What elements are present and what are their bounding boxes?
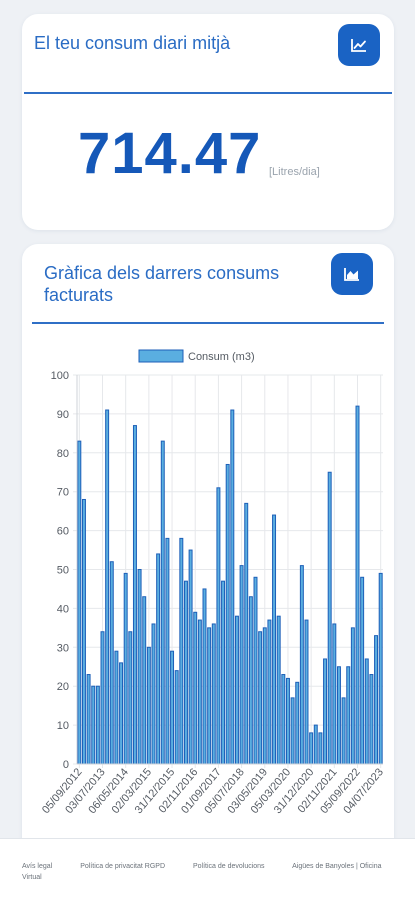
bar (174, 670, 179, 765)
footer-link-returns[interactable]: Política de devolucions (192, 863, 265, 870)
bar (179, 537, 184, 765)
bar (285, 677, 290, 765)
footer-link-office[interactable]: Aigües de Banyoles | Oficina Virtual (22, 863, 382, 881)
bar (225, 463, 230, 765)
area-chart-icon (344, 268, 359, 281)
y-tick-label: 70 (57, 487, 69, 499)
bar (290, 697, 295, 765)
y-tick-label: 50 (57, 565, 69, 577)
bar (183, 580, 188, 765)
bar (327, 471, 332, 765)
y-tick-label: 0 (63, 759, 69, 771)
bar (230, 409, 235, 765)
bar (211, 623, 216, 765)
y-tick-label: 20 (57, 681, 69, 693)
bar (258, 631, 263, 765)
bar (299, 565, 304, 765)
area-chart-button[interactable] (331, 253, 373, 295)
card-divider (24, 92, 392, 94)
y-tick-label: 90 (57, 409, 69, 421)
average-consumption-title: El teu consum diari mitjà (34, 33, 231, 53)
bar (369, 674, 374, 765)
bar (119, 662, 124, 765)
y-tick-label: 80 (57, 448, 69, 460)
bar (313, 724, 318, 765)
y-tick-label: 30 (57, 642, 69, 654)
bar (142, 596, 147, 765)
bar (193, 611, 198, 765)
bar (188, 549, 193, 765)
bar (100, 631, 105, 765)
bar (114, 650, 119, 765)
bar (81, 498, 86, 765)
bar (318, 732, 323, 765)
bar (309, 732, 314, 765)
bar (374, 635, 379, 765)
bar (336, 666, 341, 765)
average-consumption-card: El teu consum diari mitjà 714.47 [Litres… (22, 14, 394, 230)
average-consumption-value: 714.47 (78, 121, 262, 186)
bar (281, 674, 286, 765)
legend-swatch (138, 349, 184, 363)
y-tick-label: 60 (57, 526, 69, 538)
bar (132, 425, 137, 765)
line-chart-icon (351, 39, 366, 52)
bar (364, 658, 369, 765)
footer-link-legal[interactable]: Avís legal (22, 863, 53, 870)
footer-link-privacy[interactable]: Política de privacitat RGPD (80, 863, 165, 870)
bar (239, 565, 244, 765)
bar (267, 619, 272, 765)
bar (378, 572, 383, 765)
consumption-chart-title: Gràfica dels darrers consums facturats (44, 263, 280, 305)
bar (332, 623, 337, 765)
bar (86, 674, 91, 765)
bar (151, 623, 156, 765)
card-divider (32, 322, 384, 324)
bar (276, 615, 281, 765)
bar (341, 697, 346, 765)
bar (346, 666, 351, 765)
bar (360, 576, 365, 765)
y-tick-label: 10 (57, 720, 69, 732)
bar (207, 627, 212, 765)
bar (216, 487, 221, 765)
consumption-bar-chart: 010203040506070809010005/09/201203/07/20… (40, 349, 386, 816)
bar (350, 627, 355, 765)
bar (165, 537, 170, 765)
y-tick-label: 100 (51, 370, 69, 382)
bar (128, 631, 133, 765)
bar (202, 588, 207, 765)
bar (170, 650, 175, 765)
footer-links: Avís legal Política de privacitat RGPD P… (22, 861, 382, 883)
bar (95, 685, 100, 765)
bar (91, 685, 96, 765)
bar (244, 502, 249, 765)
bar (295, 681, 300, 765)
bar (77, 440, 82, 765)
bar (146, 646, 151, 765)
legend-label: Consum (m3) (188, 351, 255, 363)
bar (105, 409, 110, 765)
bar (253, 576, 258, 765)
bar (234, 615, 239, 765)
line-chart-button[interactable] (338, 24, 380, 66)
bar (123, 572, 128, 765)
bar (304, 619, 309, 765)
bar (109, 561, 114, 765)
bar (262, 627, 267, 765)
footer: Avís legal Política de privacitat RGPD P… (0, 838, 415, 900)
bar (323, 658, 328, 765)
average-consumption-unit: [Litres/dia] (269, 166, 320, 178)
bar (248, 596, 253, 765)
bar (160, 440, 165, 765)
bar (137, 569, 142, 765)
bar (197, 619, 202, 765)
bar (221, 580, 226, 765)
bar (355, 405, 360, 765)
bar (272, 514, 277, 765)
y-tick-label: 40 (57, 603, 69, 615)
bar (156, 553, 161, 765)
